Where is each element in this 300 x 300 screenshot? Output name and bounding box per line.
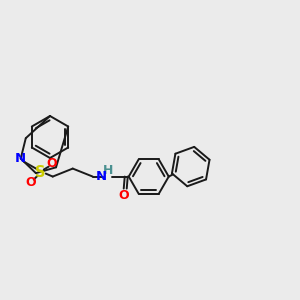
Text: H: H [103,164,113,177]
Text: O: O [26,176,36,189]
Text: N: N [15,152,26,165]
Text: O: O [118,189,129,202]
Text: S: S [35,165,46,180]
Text: O: O [46,157,57,170]
Text: N: N [96,170,107,183]
